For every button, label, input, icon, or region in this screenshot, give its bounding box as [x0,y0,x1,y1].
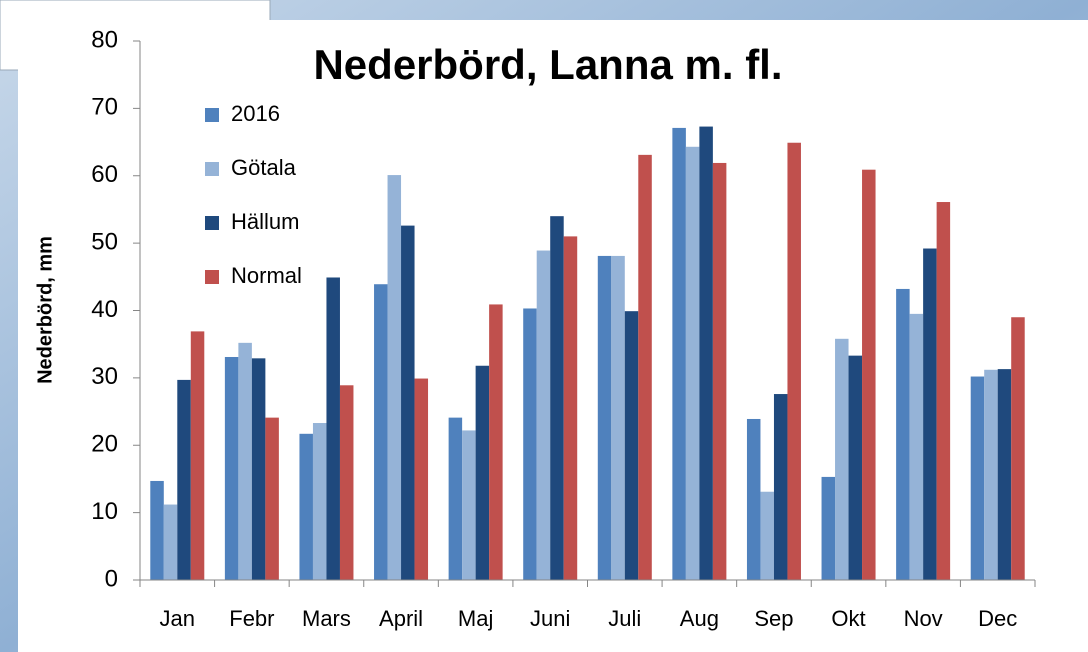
bar [862,169,876,580]
bar [163,504,178,580]
bar [896,288,910,580]
bar [624,311,639,580]
x-tick-label: Juni [530,606,570,631]
legend-label: 2016 [231,101,280,126]
bar [787,142,801,580]
bar [760,491,774,580]
bar [835,338,849,580]
bar [611,255,625,580]
bar [563,236,578,580]
x-tick-label: April [379,606,423,631]
x-tick-label: Febr [229,606,274,631]
bar [251,358,266,580]
bar [190,331,205,580]
bar [672,127,686,580]
bar [746,418,761,580]
bar [773,394,788,580]
bar [536,250,551,580]
bar [550,216,564,581]
x-tick-label: Okt [831,606,865,631]
bar [265,417,279,580]
y-tick-label: 30 [91,363,118,390]
bar [475,365,490,580]
chart: Nederbörd, Lanna m. fl. Nederbörd, mm 0 1… [34,26,1036,631]
bar [970,376,985,580]
y-tick-label: 50 [91,228,118,255]
bar [597,255,612,580]
bar [177,379,191,580]
bar [923,248,937,580]
x-tick-label: Nov [904,606,943,631]
legend-label: Normal [231,263,302,288]
bar [821,476,836,580]
bar [848,355,863,580]
y-axis-label: Nederbörd, mm [34,236,56,384]
y-tick-label: 20 [91,431,118,458]
x-tick-label: Jan [160,606,195,631]
x-tick-label: Aug [680,606,719,631]
bar [299,433,313,580]
legend-swatch [205,162,219,176]
bar [401,225,415,581]
bar [462,430,476,580]
bar [523,308,537,580]
legend-label: Götala [231,155,297,180]
y-tick-label: 60 [91,161,118,188]
bar [1011,317,1025,580]
bar [638,154,652,580]
y-tick-label: 70 [91,94,118,121]
y-tick-label: 10 [91,498,118,525]
chart-title: Nederbörd, Lanna m. fl. [313,41,782,88]
bar [997,369,1012,580]
legend-swatch [205,270,219,284]
y-tick-label: 80 [91,26,118,53]
bar [936,202,951,580]
bar [339,385,354,580]
x-tick-label: Dec [978,606,1017,631]
bar [312,423,327,580]
x-tick-label: Sep [754,606,793,631]
bar [909,313,924,580]
x-tick-label: Maj [458,606,493,631]
bar [387,175,402,581]
bar [699,126,713,580]
bar [685,146,700,580]
bar [224,356,239,580]
bar [984,369,998,580]
bar [374,284,388,580]
legend-swatch [205,108,219,122]
legend-swatch [205,216,219,230]
x-tick-label: Juli [608,606,641,631]
bar [414,378,429,580]
x-tick-label: Mars [302,606,351,631]
bar [238,342,252,580]
bar [448,417,463,580]
bar [326,277,340,580]
bar [489,304,503,580]
bar [712,162,727,581]
bar [150,480,164,580]
y-tick-label: 0 [105,565,118,592]
legend-label: Hällum [231,209,299,234]
y-tick-label: 40 [91,296,118,323]
